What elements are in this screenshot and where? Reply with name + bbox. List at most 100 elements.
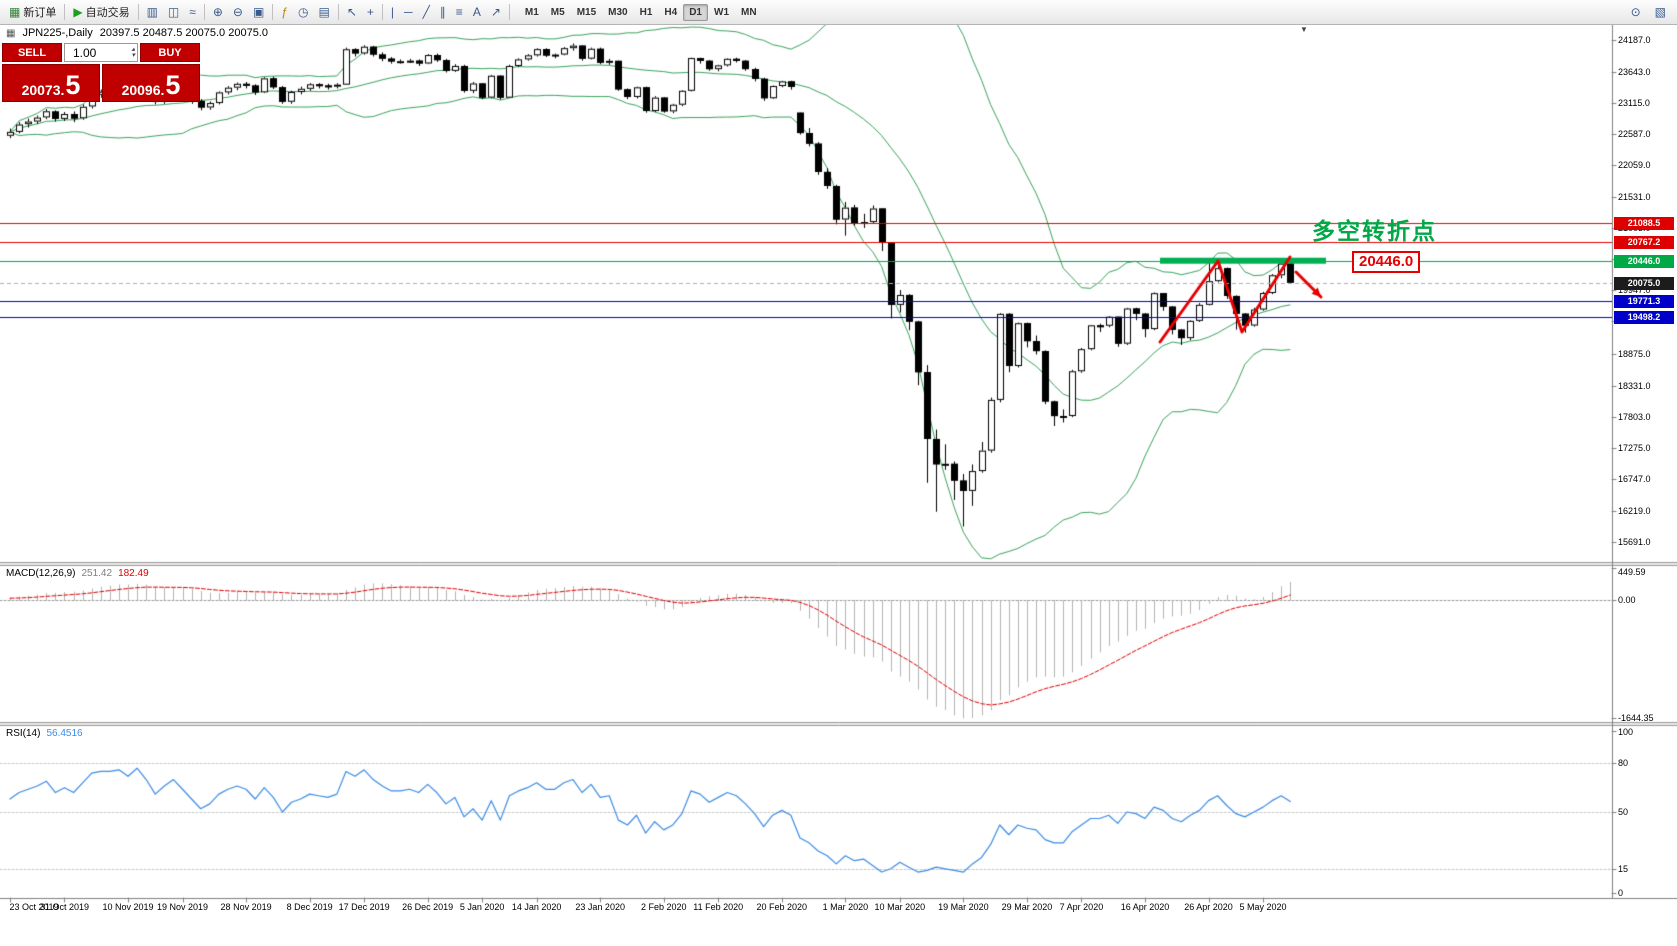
clock-icon: ◷ xyxy=(298,5,309,19)
toolbar-divider xyxy=(272,4,274,20)
turning-point-annotation: 多空转折点 xyxy=(1312,218,1437,244)
play-icon: ▶ xyxy=(73,5,83,19)
cursor-button[interactable]: ↖ xyxy=(342,3,362,21)
timeframe-h1[interactable]: H1 xyxy=(639,6,653,18)
lot-increase-button[interactable]: ▴ xyxy=(131,45,135,53)
arrow-tools-button[interactable]: ↗ xyxy=(486,3,506,21)
date-axis-label: 11 Feb 2020 xyxy=(693,902,744,912)
price-badge-20446.0: 20446.0 xyxy=(1614,255,1674,268)
arrow-icon: ↗ xyxy=(490,5,501,19)
line-chart-button[interactable]: ≈ xyxy=(184,3,201,21)
price-axis-label: 23643.0 xyxy=(1618,66,1651,77)
timeframe-m1[interactable]: M1 xyxy=(524,6,539,18)
macd-signal-value: 182.49 xyxy=(118,568,149,579)
price-axis-label: 19947.0 xyxy=(1618,285,1651,296)
rsi-axis-label: 50 xyxy=(1618,807,1629,817)
zoom-out-button[interactable]: ⊖ xyxy=(228,3,248,21)
rsi-axis-label: 80 xyxy=(1618,758,1629,769)
candlestick-chart-button[interactable]: ◫ xyxy=(163,3,184,21)
date-axis-label: 10 Nov 2019 xyxy=(102,902,154,912)
price-axis-label: 17803.0 xyxy=(1618,411,1651,422)
price-badge-19498.2: 19498.2 xyxy=(1614,311,1674,324)
date-axis-label: 14 Jan 2020 xyxy=(511,902,562,912)
search-icon: ⊙ xyxy=(1630,5,1641,19)
toolbar-divider xyxy=(381,4,383,20)
timeframe-mn[interactable]: MN xyxy=(741,6,757,18)
search-button[interactable]: ⊙ xyxy=(1626,3,1646,21)
date-axis-label: 28 Nov 2019 xyxy=(220,902,272,912)
toolbar: ▦ 新订单 ▶ 自动交易 ▥ ◫ ≈ ⊕ ⊖ ▣ ƒ ◷ ▤ ↖ + | ─ ╱ ∥ ≡ A ↗ M1 M5 M15 M30 H1… xyxy=(0,0,1677,25)
lot-size-input[interactable]: 1.00 ▴ ▾ xyxy=(64,43,138,62)
price-axis-label: 23115.0 xyxy=(1618,97,1650,108)
price-badge-21088.5: 21088.5 xyxy=(1614,217,1674,230)
sell-price-button[interactable]: 20073. 5 xyxy=(2,64,100,102)
crosshair-button[interactable]: + xyxy=(362,3,379,21)
toolbar-button-group: ▦ 新订单 ▶ 自动交易 ▥ ◫ ≈ ⊕ ⊖ ▣ ƒ ◷ ▤ ↖ + | ─ ╱ ∥ ≡ A ↗ xyxy=(4,1,513,23)
date-axis-label: 8 Dec 2019 xyxy=(286,902,333,912)
rsi-axis-label: 15 xyxy=(1618,863,1629,874)
one-click-trading-panel: SELL 1.00 ▴ ▾ BUY 20073. 5 20096. 5 xyxy=(2,43,200,102)
zoom-in-button[interactable]: ⊕ xyxy=(208,3,228,21)
sell-button[interactable]: SELL xyxy=(2,43,62,62)
lot-size-value: 1.00 xyxy=(73,45,97,60)
toolbar-right-group: ⊙ ▧ xyxy=(1626,3,1673,21)
date-axis-label: 23 Oct 2019 xyxy=(9,902,59,912)
date-axis-label: 20 Feb 2020 xyxy=(756,902,808,912)
timeframe-h4[interactable]: H4 xyxy=(664,6,678,18)
price-axis-label: 16747.0 xyxy=(1618,474,1651,485)
horizontal-line-button[interactable]: ─ xyxy=(399,3,418,21)
trendline-button[interactable]: ╱ xyxy=(418,3,435,21)
timeframe-m15[interactable]: M15 xyxy=(576,6,597,18)
fibonacci-button[interactable]: ≡ xyxy=(451,3,468,21)
vertical-line-button[interactable]: | xyxy=(386,3,399,21)
quick-panel-button[interactable]: ▧ xyxy=(1650,3,1671,21)
date-axis-label: 23 Jan 2020 xyxy=(575,902,625,912)
date-axis-label: 5 Jan 2020 xyxy=(459,902,505,912)
candlestick-icon: ◫ xyxy=(167,5,180,19)
buy-price-button[interactable]: 20096. 5 xyxy=(102,64,200,102)
channel-icon: ∥ xyxy=(439,5,446,19)
date-axis-label: 16 Apr 2020 xyxy=(1120,902,1170,912)
timeframe-m30[interactable]: M30 xyxy=(608,6,628,18)
timeframe-d1[interactable]: D1 xyxy=(683,3,708,21)
channel-button[interactable]: ∥ xyxy=(435,3,451,21)
timeframe-m5[interactable]: M5 xyxy=(550,6,565,18)
price-axis-label: 18331.0 xyxy=(1618,380,1651,391)
indicators-button[interactable]: ƒ xyxy=(276,3,293,21)
bar-chart-icon: ▥ xyxy=(146,5,158,19)
macd-axis-label: 449.59 xyxy=(1618,567,1646,577)
price-axis-label: 24187.0 xyxy=(1618,34,1651,45)
date-axis-label: 2 Feb 2020 xyxy=(640,902,687,912)
buy-button[interactable]: BUY xyxy=(140,43,200,62)
text-button[interactable]: A xyxy=(468,3,486,21)
date-axis-label: 19 Nov 2019 xyxy=(156,902,209,912)
date-axis-label: 17 Dec 2019 xyxy=(338,902,390,912)
chart-title: ▦ JPN225-,Daily 20397.5 20487.5 20075.0 … xyxy=(6,27,268,39)
bar-chart-button[interactable]: ▥ xyxy=(142,3,163,21)
timeframe-w1[interactable]: W1 xyxy=(714,6,729,18)
lot-decrease-button[interactable]: ▾ xyxy=(131,51,135,59)
macd-name: MACD(12,26,9) xyxy=(6,568,76,579)
new-order-button-label: 新订单 xyxy=(23,7,57,19)
date-axis-label: 10 Mar 2020 xyxy=(874,902,926,912)
macd-axis-label: 0.00 xyxy=(1618,595,1636,606)
date-axis-label: 31 Oct 2019 xyxy=(39,902,89,912)
templates-button[interactable]: ▤ xyxy=(314,3,335,21)
chart-shift-marker-icon[interactable]: ▼ xyxy=(1300,25,1308,34)
rsi-value: 56.4516 xyxy=(46,728,83,739)
autotrade-button[interactable]: ▶ 自动交易 xyxy=(68,1,134,23)
panel-icon: ▧ xyxy=(1654,5,1666,19)
chart-window-icon: ▦ xyxy=(6,27,16,39)
horizontal-line-icon: ─ xyxy=(404,5,413,19)
price-axis-label: 21531.0 xyxy=(1618,191,1651,202)
chart-symbol-period: JPN225-,Daily xyxy=(22,27,93,39)
date-axis-label: 26 Dec 2019 xyxy=(402,902,454,912)
price-badge-20767.2: 20767.2 xyxy=(1614,236,1674,249)
new-order-button[interactable]: ▦ 新订单 xyxy=(4,1,61,23)
toolbar-divider xyxy=(508,4,510,20)
rsi-indicator-label: RSI(14) 56.4516 xyxy=(6,728,83,739)
tile-windows-button[interactable]: ▣ xyxy=(248,3,269,21)
periods-button[interactable]: ◷ xyxy=(293,3,313,21)
indicator-icon: ƒ xyxy=(281,5,289,19)
